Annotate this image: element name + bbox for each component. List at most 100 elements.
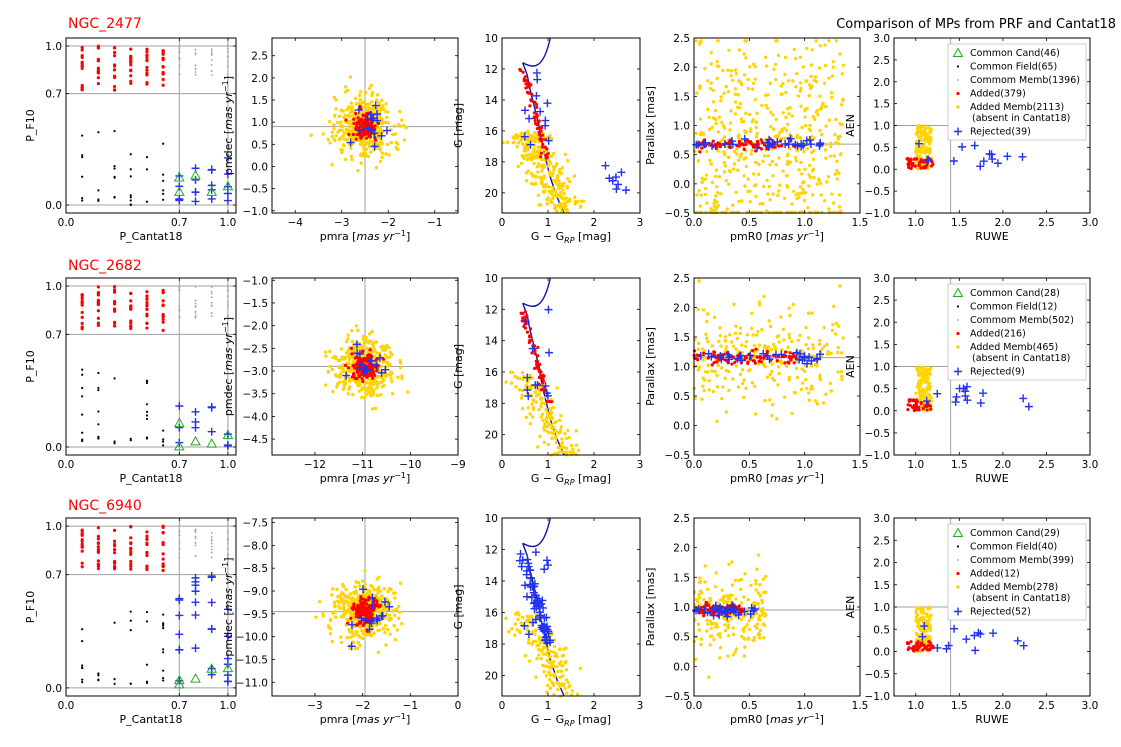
- x-tick-label: 2.0: [995, 459, 1012, 471]
- added-memb-point: [722, 150, 726, 154]
- added-memb-point: [504, 380, 508, 384]
- added-memb-point: [339, 635, 343, 639]
- added-memb-point: [350, 339, 355, 344]
- added-memb-point: [708, 619, 712, 623]
- added-point: [145, 321, 149, 325]
- added-memb-point: [804, 79, 808, 84]
- rejected-marker: [696, 351, 705, 360]
- added-memb-point: [715, 64, 720, 68]
- added-point: [80, 85, 84, 89]
- added-memb-point: [760, 327, 764, 332]
- added-memb-point: [568, 199, 572, 203]
- added-memb-point: [371, 407, 375, 411]
- rejected-marker: [191, 197, 200, 206]
- added-memb-point: [755, 131, 759, 136]
- added-memb-point: [328, 349, 332, 354]
- added-point: [541, 379, 546, 383]
- added-memb-point: [813, 399, 818, 403]
- common-memb-point: [194, 312, 197, 315]
- added-point: [129, 74, 133, 78]
- added-memb-point: [712, 204, 717, 209]
- common-cand-marker: [222, 429, 234, 440]
- y-axis-label: G [mag]: [452, 344, 465, 389]
- added-memb-point: [773, 345, 777, 349]
- added-memb-point: [724, 84, 729, 89]
- added-point: [80, 296, 84, 300]
- rejected-marker: [524, 630, 533, 639]
- added-memb-point: [551, 683, 556, 687]
- added-memb-point: [753, 65, 757, 69]
- added-point: [793, 354, 797, 359]
- common-field-point: [113, 621, 116, 624]
- common-memb-point: [194, 544, 197, 547]
- added-memb-point: [770, 159, 775, 164]
- common-memb-point: [194, 541, 197, 544]
- added-memb-point: [722, 210, 727, 215]
- y-tick-label: −0.5: [243, 184, 269, 196]
- added-memb-point: [526, 152, 531, 157]
- added-memb-point: [831, 201, 836, 205]
- added-memb-point: [505, 140, 510, 145]
- rejected-marker: [813, 354, 822, 363]
- rejected-marker: [370, 142, 379, 151]
- added-memb-point: [914, 148, 919, 152]
- added-point: [702, 351, 706, 355]
- common-field-point: [162, 627, 165, 630]
- y-tick-label: −9.5: [243, 609, 269, 621]
- added-memb-point: [328, 364, 332, 369]
- added-point: [525, 79, 529, 83]
- added-memb-point: [564, 451, 568, 456]
- added-memb-point: [729, 109, 733, 113]
- added-memb-point: [726, 89, 731, 94]
- added-point: [783, 361, 787, 365]
- added-memb-point: [766, 192, 770, 196]
- added-memb-point: [387, 587, 392, 591]
- y-tick-label: 18: [485, 157, 498, 169]
- added-memb-point: [839, 210, 843, 215]
- x-tick-label: 0.5: [741, 217, 758, 229]
- common-memb-point: [178, 289, 181, 292]
- common-field-point: [113, 377, 116, 380]
- added-memb-point: [835, 177, 840, 181]
- added-memb-point: [750, 311, 754, 316]
- added-point: [161, 51, 165, 56]
- added-memb-point: [776, 53, 781, 58]
- added-point: [919, 158, 923, 162]
- added-memb-point: [352, 618, 357, 622]
- added-point: [80, 539, 84, 543]
- added-memb-point: [541, 418, 545, 423]
- added-memb-point: [546, 442, 551, 447]
- added-memb-point: [326, 369, 331, 373]
- added-memb-point: [328, 618, 333, 622]
- added-point: [541, 142, 545, 146]
- added-memb-point: [385, 627, 390, 632]
- added-memb-point: [747, 112, 752, 117]
- added-memb-point: [370, 93, 374, 98]
- common-memb-point: [210, 73, 213, 76]
- added-memb-point: [723, 623, 727, 627]
- added-memb-point: [779, 315, 783, 319]
- common-memb-point: [178, 305, 181, 308]
- added-memb-point: [393, 132, 398, 136]
- rejected-marker: [363, 115, 372, 124]
- common-field-point: [113, 682, 116, 685]
- added-memb-point: [754, 134, 759, 139]
- added-memb-point: [831, 210, 836, 215]
- added-memb-point: [697, 189, 701, 193]
- added-memb-point: [380, 98, 384, 102]
- added-memb-point: [550, 436, 554, 441]
- added-memb-point: [555, 665, 559, 669]
- added-memb-point: [534, 629, 538, 633]
- added-point: [161, 77, 165, 82]
- added-memb-point: [751, 81, 756, 85]
- added-memb-point: [544, 674, 549, 678]
- added-memb-point: [780, 127, 784, 131]
- added-memb-point: [826, 349, 830, 354]
- added-memb-point: [697, 279, 701, 283]
- added-memb-point: [751, 333, 755, 337]
- added-memb-point: [337, 604, 341, 608]
- added-memb-point: [753, 412, 758, 416]
- added-point: [365, 629, 369, 633]
- added-memb-point: [344, 127, 348, 132]
- added-point: [129, 324, 133, 328]
